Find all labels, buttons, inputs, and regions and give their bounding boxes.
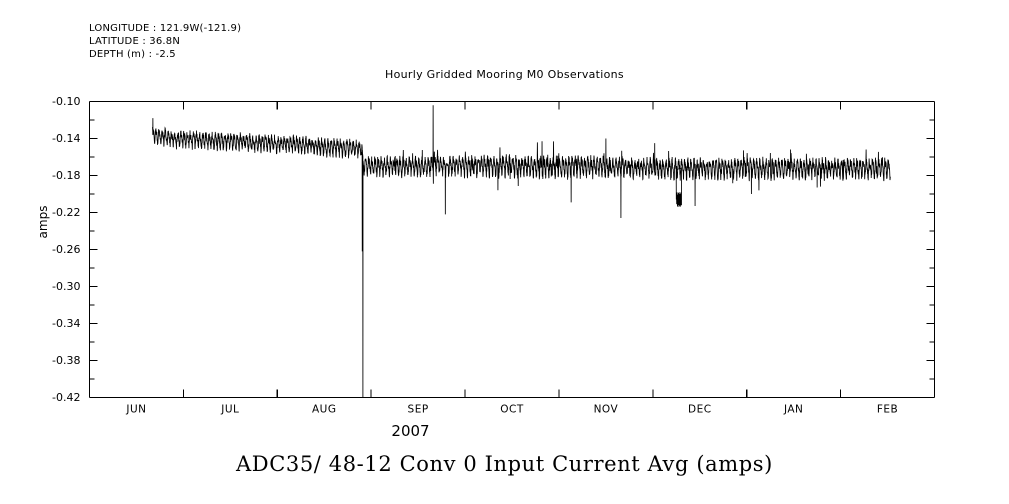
x-tick-label: OCT — [500, 404, 524, 416]
x-tick-label: AUG — [312, 404, 337, 416]
station-metadata: LONGITUDE : 121.9W(-121.9) LATITUDE : 36… — [89, 22, 241, 61]
metadata-depth: DEPTH (m) : -2.5 — [89, 49, 176, 60]
x-tick-label: JUL — [220, 404, 239, 416]
x-tick-label: JAN — [783, 404, 803, 416]
y-tick-label: -0.30 — [52, 280, 80, 293]
x-axis-label: 2007 — [0, 422, 1009, 440]
y-tick-label: -0.42 — [52, 391, 80, 404]
x-tick-label: JUN — [125, 404, 146, 416]
y-tick-label: -0.26 — [52, 243, 80, 256]
x-tick-label: FEB — [877, 404, 898, 416]
y-tick-label: -0.10 — [52, 95, 80, 108]
y-tick-label: -0.34 — [52, 317, 80, 330]
x-tick-label: SEP — [408, 404, 429, 416]
x-axis-year-text: 2007 — [391, 422, 430, 440]
y-tick-label: -0.38 — [52, 354, 80, 367]
plot-frame — [88, 100, 936, 399]
chart-title: Hourly Gridded Mooring M0 Observations — [385, 68, 624, 81]
metadata-latitude: LATITUDE : 36.8N — [89, 36, 181, 47]
y-tick-label: -0.22 — [52, 206, 80, 219]
x-axis-ticks: JUN JUL AUG SEP OCT NOV DEC JAN FEB — [88, 101, 936, 416]
y-tick-label: -0.18 — [52, 169, 80, 182]
data-series-trace — [151, 105, 891, 398]
y-tick-label: -0.14 — [52, 132, 80, 145]
x-tick-label: DEC — [688, 404, 712, 416]
figure-caption: ADC35/ 48-12 Conv 0 Input Current Avg (a… — [236, 452, 773, 476]
metadata-longitude: LONGITUDE : 121.9W(-121.9) — [89, 23, 242, 34]
x-tick-label: NOV — [594, 404, 619, 416]
y-axis-ticks: -0.10 -0.14 -0.18 -0.22 -0.26 -0.30 -0.34 -0.38… — [52, 95, 935, 404]
